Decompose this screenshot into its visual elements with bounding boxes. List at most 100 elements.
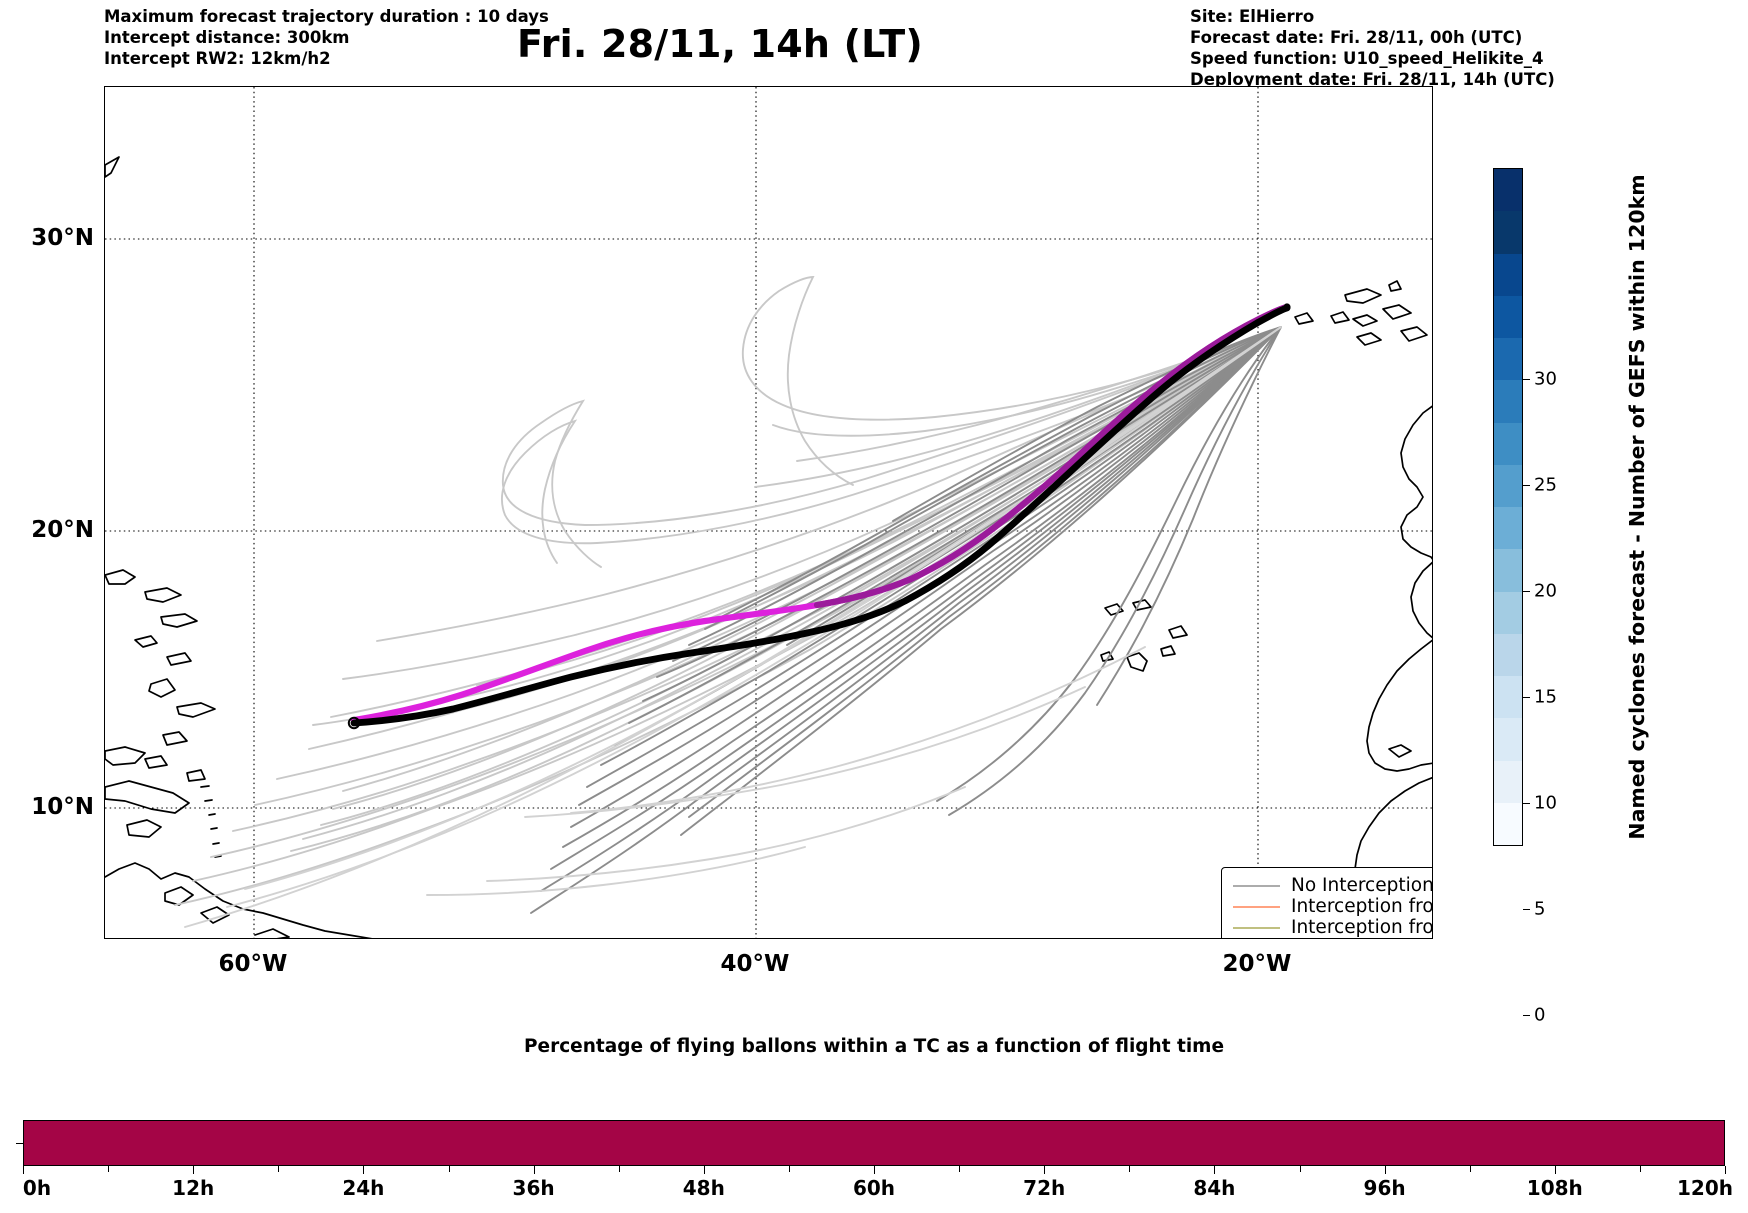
legend-item-trochoid[interactable]: Interception from Trochoid <box>1233 917 1433 939</box>
coast-cuba-w <box>105 746 146 766</box>
forecast-date-line: Forecast date: Fri. 28/11, 00h (UTC) <box>1190 28 1523 48</box>
percentage-bar-minor-tick <box>1129 1166 1131 1172</box>
coast-canary-1 <box>1352 314 1378 327</box>
percentage-bar-ticklabel: 120h <box>1677 1176 1733 1200</box>
legend-label: No Interception <box>1291 875 1433 897</box>
percentage-bar-tick <box>703 1166 705 1174</box>
colorbar-segment-11 <box>1494 633 1522 676</box>
percentage-bar-minor-tick <box>278 1166 280 1172</box>
percentage-bar-tick <box>363 1166 365 1174</box>
percentage-bar-ticklabel: 48h <box>682 1176 725 1200</box>
percentage-bar-minor-tick <box>959 1166 961 1172</box>
colorbar-tickmark-0 <box>1523 1015 1530 1016</box>
coast-cuba-e <box>105 780 190 814</box>
percentage-bar-ticklabel: 12h <box>172 1176 215 1200</box>
map-canvas <box>105 87 1432 938</box>
ens-far-6 <box>486 786 966 882</box>
colorbar[interactable] <box>1493 168 1523 846</box>
colorbar-ticklabel-0: 0 <box>1534 1004 1546 1026</box>
percentage-bar-ticklabel: 96h <box>1363 1176 1406 1200</box>
legend-label: Interception from Trochoid <box>1291 917 1433 939</box>
colorbar-ticklabel-5: 5 <box>1534 898 1546 920</box>
ens-2 <box>330 326 1282 718</box>
coast-nw-sliver <box>105 156 120 178</box>
colorbar-segment-6 <box>1494 422 1522 465</box>
percentage-bar-tick <box>1044 1166 1046 1174</box>
colorbar-tickmark-25 <box>1523 485 1530 486</box>
ens-core-1 <box>656 326 1282 678</box>
coast-canary-5 <box>1400 326 1428 342</box>
ens-core-15 <box>550 326 1282 870</box>
percentage-bar-ytick <box>16 1143 23 1144</box>
ens-core-8 <box>688 326 1282 646</box>
ens-far-7 <box>426 846 806 896</box>
analysis-track <box>350 304 1291 727</box>
colorbar-segment-3 <box>1494 295 1522 338</box>
percentage-bar-tick <box>1214 1166 1216 1174</box>
ens-core-11 <box>570 326 1282 828</box>
ens-core-20 <box>680 326 1282 836</box>
coast-canary-hierro <box>1294 312 1314 325</box>
colorbar-ticklabel-25: 25 <box>1534 474 1557 496</box>
coast-bahamas-5 <box>166 652 192 666</box>
ens-low-1 <box>936 326 1282 802</box>
colorbar-ticklabel-30: 30 <box>1534 368 1557 390</box>
ens-core-19 <box>688 326 1282 818</box>
colorbar-tickmark-15 <box>1523 697 1530 698</box>
colorbar-ticklabel-15: 15 <box>1534 686 1557 708</box>
percentage-bar-minor-tick <box>108 1166 110 1172</box>
percentage-bar-tick <box>1384 1166 1386 1174</box>
legend-item-no-interception[interactable]: No Interception <box>1233 875 1433 897</box>
ensemble-trajectories <box>174 276 1282 928</box>
percentage-bar-tick <box>533 1166 535 1174</box>
analysis-start-marker <box>347 716 361 730</box>
colorbar-tickmark-5 <box>1523 909 1530 910</box>
map-legend[interactable]: No Interception Interception from Named … <box>1221 867 1433 939</box>
page-title: Fri. 28/11, 14h (LT) <box>516 22 923 66</box>
coast-senegal <box>1366 639 1432 772</box>
percentage-bar-minor-tick <box>1299 1166 1301 1172</box>
coast-hispaniola-w <box>148 678 176 698</box>
ens-core-16 <box>540 326 1282 892</box>
map-ytick-20n: 20°N <box>31 517 94 543</box>
percentage-bar-tick <box>874 1166 875 1174</box>
coast-capeverde-4 <box>1100 651 1114 662</box>
percentage-bar-ticklabel: 60h <box>852 1176 896 1200</box>
coast-madeira-2 <box>1388 280 1402 292</box>
map-ytick-30n: 30°N <box>31 225 94 251</box>
map-gridlines <box>105 87 1432 938</box>
intercept-rw2-line: Intercept RW2: 12km/h2 <box>104 49 331 69</box>
ens-8 <box>192 326 1282 882</box>
percentage-bar-minor-tick <box>1639 1166 1641 1172</box>
ens-core-2 <box>642 326 1282 702</box>
colorbar-segment-7 <box>1494 464 1522 507</box>
coast-capeverde-5 <box>1126 652 1148 672</box>
colorbar-wrapper: 30 25 20 15 10 5 0 <box>1493 168 1557 1026</box>
intercept-distance-line: Intercept distance: 300km <box>104 28 350 48</box>
colorbar-segment-5 <box>1494 380 1522 423</box>
percentage-bar-fill <box>24 1121 1724 1165</box>
site-line: Site: ElHierro <box>1190 7 1315 26</box>
ens-7 <box>210 326 1282 858</box>
coast-capeverde-1 <box>1104 603 1124 616</box>
ens-core-6 <box>586 326 1282 788</box>
percentage-bar-tick <box>1554 1166 1556 1174</box>
colorbar-segment-15 <box>1494 802 1522 845</box>
legend-item-named-cyclone[interactable]: Interception from Named cyclone <box>1233 896 1433 918</box>
ens-core-14 <box>892 326 1282 522</box>
coast-bahamas-2 <box>144 587 182 603</box>
max-duration-line: Maximum forecast trajectory duration : 1… <box>104 7 549 26</box>
coast-canary-3 <box>1330 311 1350 324</box>
colorbar-title: Named cyclones forecast - Number of GEFS… <box>1625 174 1649 840</box>
header-left-info: Maximum forecast trajectory duration : 1… <box>104 6 549 69</box>
percentage-bar-minor-tick <box>788 1166 790 1172</box>
percentage-bar-tick <box>23 1166 24 1174</box>
percentage-bar-axes[interactable] <box>23 1120 1725 1166</box>
colorbar-ticklabel-10: 10 <box>1534 792 1557 814</box>
percentage-bar-ticklabel: 0h <box>22 1176 52 1200</box>
percentage-bar-ticklabel: 72h <box>1023 1176 1066 1200</box>
coast-jamaica <box>126 819 162 838</box>
legend-label: Interception from Named cyclone <box>1291 896 1433 918</box>
coast-island-1 <box>144 755 168 769</box>
coast-bahamas-4 <box>134 635 158 648</box>
